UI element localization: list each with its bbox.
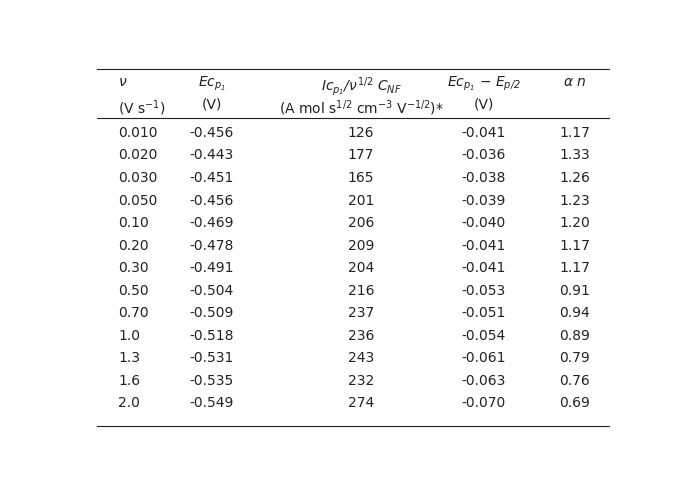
Text: 0.69: 0.69 [559,396,590,410]
Text: -0.456: -0.456 [189,126,234,140]
Text: 0.20: 0.20 [119,239,149,253]
Text: 0.79: 0.79 [559,351,590,365]
Text: 0.50: 0.50 [119,284,149,298]
Text: 0.10: 0.10 [119,216,149,230]
Text: -0.040: -0.040 [462,216,506,230]
Text: $Ec_{\mathregular{p}_\mathregular{1}}$: $Ec_{\mathregular{p}_\mathregular{1}}$ [198,75,225,93]
Text: (V s$^{-1}$): (V s$^{-1}$) [119,98,166,118]
Text: 1.3: 1.3 [119,351,140,365]
Text: 204: 204 [348,261,374,275]
Text: 206: 206 [348,216,374,230]
Text: 0.030: 0.030 [119,171,158,185]
Text: 201: 201 [348,194,374,208]
Text: -0.535: -0.535 [189,374,234,388]
Text: 232: 232 [348,374,374,388]
Text: 1.20: 1.20 [559,216,590,230]
Text: -0.051: -0.051 [462,306,506,320]
Text: 126: 126 [348,126,374,140]
Text: -0.041: -0.041 [462,261,506,275]
Text: $Ic_{\mathregular{p}_\mathregular{1}}$/$\nu^{1/2}$ $C_{\mathregular{NF}}$: $Ic_{\mathregular{p}_\mathregular{1}}$/$… [320,75,402,98]
Text: 236: 236 [348,329,374,343]
Text: 0.050: 0.050 [119,194,158,208]
Text: 2.0: 2.0 [119,396,140,410]
Text: 1.26: 1.26 [559,171,590,185]
Text: 0.30: 0.30 [119,261,149,275]
Text: 0.020: 0.020 [119,149,158,163]
Text: 165: 165 [348,171,374,185]
Text: -0.054: -0.054 [462,329,506,343]
Text: 0.91: 0.91 [559,284,590,298]
Text: -0.039: -0.039 [462,194,506,208]
Text: -0.456: -0.456 [189,194,234,208]
Text: 274: 274 [348,396,374,410]
Text: 0.94: 0.94 [559,306,590,320]
Text: -0.451: -0.451 [189,171,234,185]
Text: -0.443: -0.443 [189,149,234,163]
Text: -0.041: -0.041 [462,126,506,140]
Text: -0.036: -0.036 [462,149,506,163]
Text: 1.0: 1.0 [119,329,140,343]
Text: -0.549: -0.549 [189,396,234,410]
Text: -0.491: -0.491 [189,261,234,275]
Text: -0.518: -0.518 [189,329,234,343]
Text: 177: 177 [348,149,374,163]
Text: 0.70: 0.70 [119,306,149,320]
Text: -0.061: -0.061 [462,351,506,365]
Text: 216: 216 [348,284,374,298]
Text: 0.010: 0.010 [119,126,158,140]
Text: 0.89: 0.89 [559,329,590,343]
Text: -0.041: -0.041 [462,239,506,253]
Text: 237: 237 [348,306,374,320]
Text: (V): (V) [201,98,222,112]
Text: -0.504: -0.504 [189,284,234,298]
Text: 243: 243 [348,351,374,365]
Text: (V): (V) [474,98,494,112]
Text: 1.17: 1.17 [559,126,590,140]
Text: 1.23: 1.23 [559,194,590,208]
Text: 209: 209 [348,239,374,253]
Text: 1.17: 1.17 [559,261,590,275]
Text: 1.17: 1.17 [559,239,590,253]
Text: -0.469: -0.469 [189,216,234,230]
Text: $\nu$: $\nu$ [119,75,127,89]
Text: 1.6: 1.6 [119,374,141,388]
Text: -0.070: -0.070 [462,396,506,410]
Text: -0.531: -0.531 [189,351,234,365]
Text: -0.038: -0.038 [462,171,506,185]
Text: $\alpha$ n: $\alpha$ n [563,75,586,89]
Text: 1.33: 1.33 [559,149,590,163]
Text: -0.509: -0.509 [189,306,234,320]
Text: (A mol s$^{1/2}$ cm$^{-3}$ V$^{-1/2}$)*: (A mol s$^{1/2}$ cm$^{-3}$ V$^{-1/2}$)* [278,98,444,118]
Text: $Ec_{\mathregular{p}_\mathregular{1}}$ $-$ $E_{\mathregular{p/2}}$: $Ec_{\mathregular{p}_\mathregular{1}}$ $… [447,75,521,93]
Text: -0.053: -0.053 [462,284,506,298]
Text: -0.478: -0.478 [189,239,234,253]
Text: 0.76: 0.76 [559,374,590,388]
Text: -0.063: -0.063 [462,374,506,388]
